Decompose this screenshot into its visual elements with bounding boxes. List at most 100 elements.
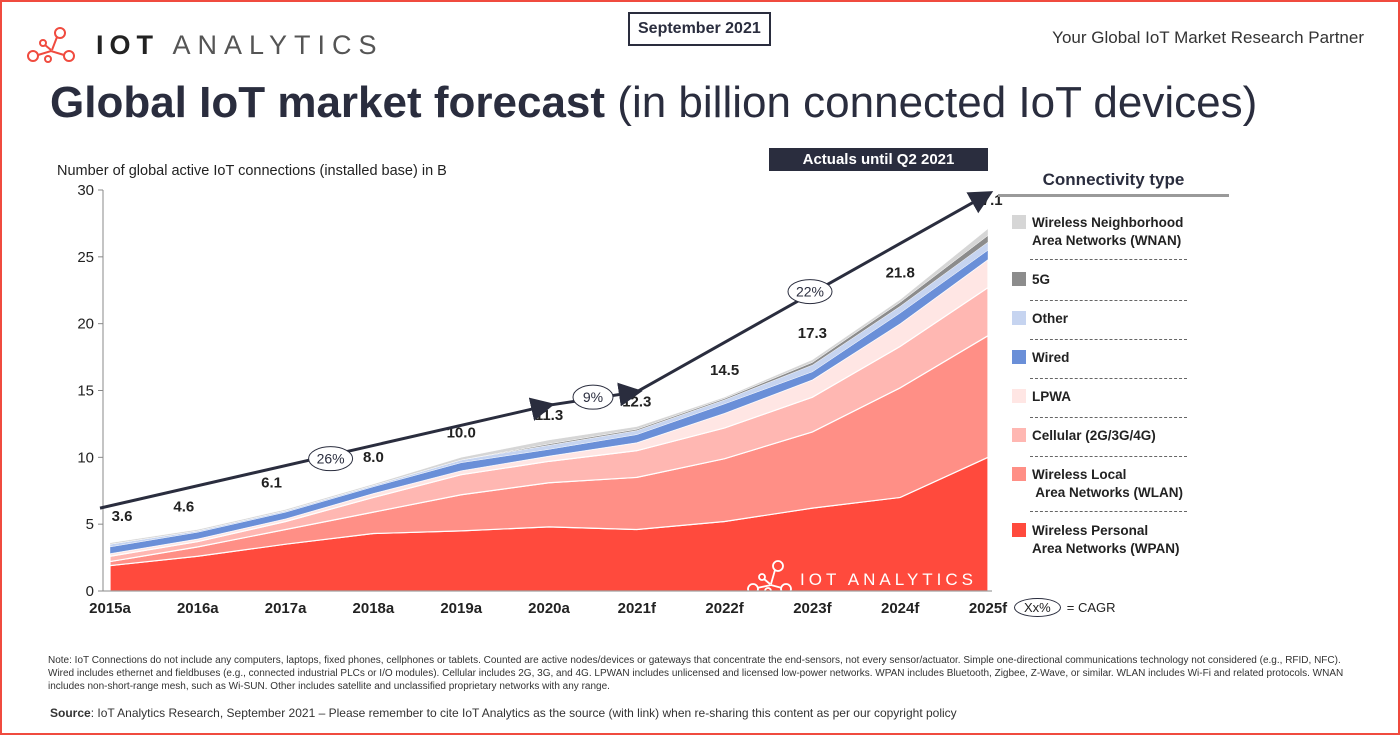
- legend-label-line: Area Networks (WNAN): [1032, 233, 1182, 248]
- logo-text-light: ANALYTICS: [172, 29, 384, 60]
- y-tick-label: 0: [86, 583, 94, 600]
- total-label: 6.1: [261, 474, 282, 491]
- legend-label-line: Wireless Personal: [1032, 523, 1149, 538]
- legend-swatch: [1012, 215, 1026, 229]
- legend-label: LPWA: [1032, 388, 1071, 406]
- y-tick-label: 15: [77, 383, 94, 400]
- source-text: : IoT Analytics Research, September 2021…: [90, 706, 957, 720]
- cagr-label: 9%: [583, 389, 603, 405]
- legend-item: LPWA: [1012, 388, 1071, 406]
- legend-swatch: [1012, 350, 1026, 364]
- total-label: 4.6: [173, 499, 194, 516]
- watermark: IOT ANALYTICS: [747, 560, 977, 595]
- legend-divider: [1030, 417, 1187, 418]
- total-label: 17.3: [798, 325, 827, 342]
- footnote: Note: IoT Connections do not include any…: [48, 655, 1344, 692]
- legend-label-line: Other: [1032, 311, 1069, 326]
- legend-label-line: Wireless Neighborhood: [1032, 215, 1184, 230]
- x-tick-label: 2022f: [705, 600, 744, 617]
- legend-swatch: [1012, 311, 1026, 325]
- logo-text-bold: IOT: [96, 29, 159, 60]
- y-tick-label: 5: [86, 516, 94, 533]
- watermark-text: IOT ANALYTICS: [800, 570, 977, 589]
- x-tick-label: 2019a: [440, 600, 482, 617]
- total-label: 3.6: [112, 508, 133, 525]
- legend-label: Wired: [1032, 349, 1069, 367]
- total-label: 8.0: [363, 449, 384, 466]
- x-tick-label: 2021f: [618, 600, 657, 617]
- legend-divider: [1030, 456, 1187, 457]
- node: [780, 583, 792, 595]
- logo: IOT ANALYTICS: [26, 26, 384, 64]
- date-badge: September 2021: [628, 12, 771, 46]
- legend-divider: [1030, 378, 1187, 379]
- legend-divider: [1030, 511, 1187, 512]
- legend-swatch: [1012, 523, 1026, 537]
- cagr-key-symbol: Xx%: [1014, 598, 1061, 617]
- y-tick-label: 10: [77, 449, 94, 466]
- x-tick-label: 2018a: [353, 600, 395, 617]
- cagr-oval: [572, 384, 614, 410]
- area-series-7: [109, 228, 989, 545]
- legend-label-line: Wireless Local: [1032, 467, 1127, 482]
- legend-item: 5G: [1012, 271, 1050, 289]
- total-label: 21.8: [886, 265, 915, 282]
- legend-label: 5G: [1032, 271, 1050, 289]
- title-regular: (in billion connected IoT devices): [617, 78, 1258, 127]
- legend-label: Wireless Personal Area Networks (WPAN): [1032, 522, 1180, 558]
- x-tick-label: 2020a: [528, 600, 570, 617]
- legend-divider: [1030, 300, 1187, 301]
- x-tick-label: 2017a: [265, 600, 307, 617]
- legend-label: Cellular (2G/3G/4G): [1032, 427, 1156, 445]
- total-label: 12.3: [622, 394, 651, 411]
- x-tick-label: 2016a: [177, 600, 219, 617]
- legend-label-line: Area Networks (WPAN): [1032, 541, 1180, 556]
- legend-divider: [1030, 259, 1187, 260]
- legend-label-line: LPWA: [1032, 389, 1071, 404]
- cagr-label: 22%: [796, 284, 824, 300]
- cagr-key-label: = CAGR: [1066, 600, 1116, 615]
- legend-label-line: Cellular (2G/3G/4G): [1032, 428, 1156, 443]
- y-axis-title: Number of global active IoT connections …: [57, 163, 447, 179]
- legend-swatch: [1012, 389, 1026, 403]
- legend-title: Connectivity type: [998, 170, 1229, 197]
- cagr-oval: [308, 446, 354, 472]
- total-label: 10.0: [447, 424, 476, 441]
- legend-item: Wireless Neighborhood Area Networks (WNAN…: [1012, 214, 1183, 250]
- legend-swatch: [1012, 428, 1026, 442]
- node: [747, 583, 759, 595]
- y-tick-label: 20: [77, 316, 94, 333]
- legend-swatch: [1012, 272, 1026, 286]
- page-title: Global IoT market forecast (in billion c…: [50, 78, 1257, 128]
- legend-label-line: 5G: [1032, 272, 1051, 287]
- node: [758, 573, 766, 581]
- node: [772, 560, 784, 572]
- total-label: 11.3: [535, 407, 563, 424]
- actuals-annotation: Actuals until Q2 2021: [769, 148, 988, 171]
- cagr-key: Xx% = CAGR: [1014, 598, 1116, 617]
- legend-label: Wireless Local Area Networks (WLAN): [1032, 466, 1183, 502]
- legend-item: Wired: [1012, 349, 1069, 367]
- cagr-oval: [787, 279, 833, 305]
- x-tick-label: 2015a: [89, 600, 131, 617]
- x-tick-label: 2025f: [969, 600, 1008, 617]
- network-nodes-icon: [27, 27, 75, 63]
- legend-item: Other: [1012, 310, 1068, 328]
- network-nodes-icon: [747, 560, 792, 595]
- legend-label-line: Wired: [1032, 350, 1070, 365]
- legend-item: Cellular (2G/3G/4G): [1012, 427, 1156, 445]
- legend-label: Other: [1032, 310, 1068, 328]
- legend-label: Wireless Neighborhood Area Networks (WNAN…: [1032, 214, 1183, 250]
- title-bold: Global IoT market forecast: [50, 78, 606, 127]
- source-label: Source: [50, 706, 91, 720]
- y-tick-label: 25: [77, 249, 94, 266]
- legend-swatch: [1012, 467, 1026, 481]
- legend-label-line: Area Networks (WLAN): [1032, 485, 1184, 500]
- source-line: Source: IoT Analytics Research, Septembe…: [50, 706, 957, 720]
- node-link: [756, 569, 783, 589]
- x-tick-label: 2023f: [793, 600, 832, 617]
- legend-item: Wireless Local Area Networks (WLAN): [1012, 466, 1183, 502]
- legend-divider: [1030, 339, 1187, 340]
